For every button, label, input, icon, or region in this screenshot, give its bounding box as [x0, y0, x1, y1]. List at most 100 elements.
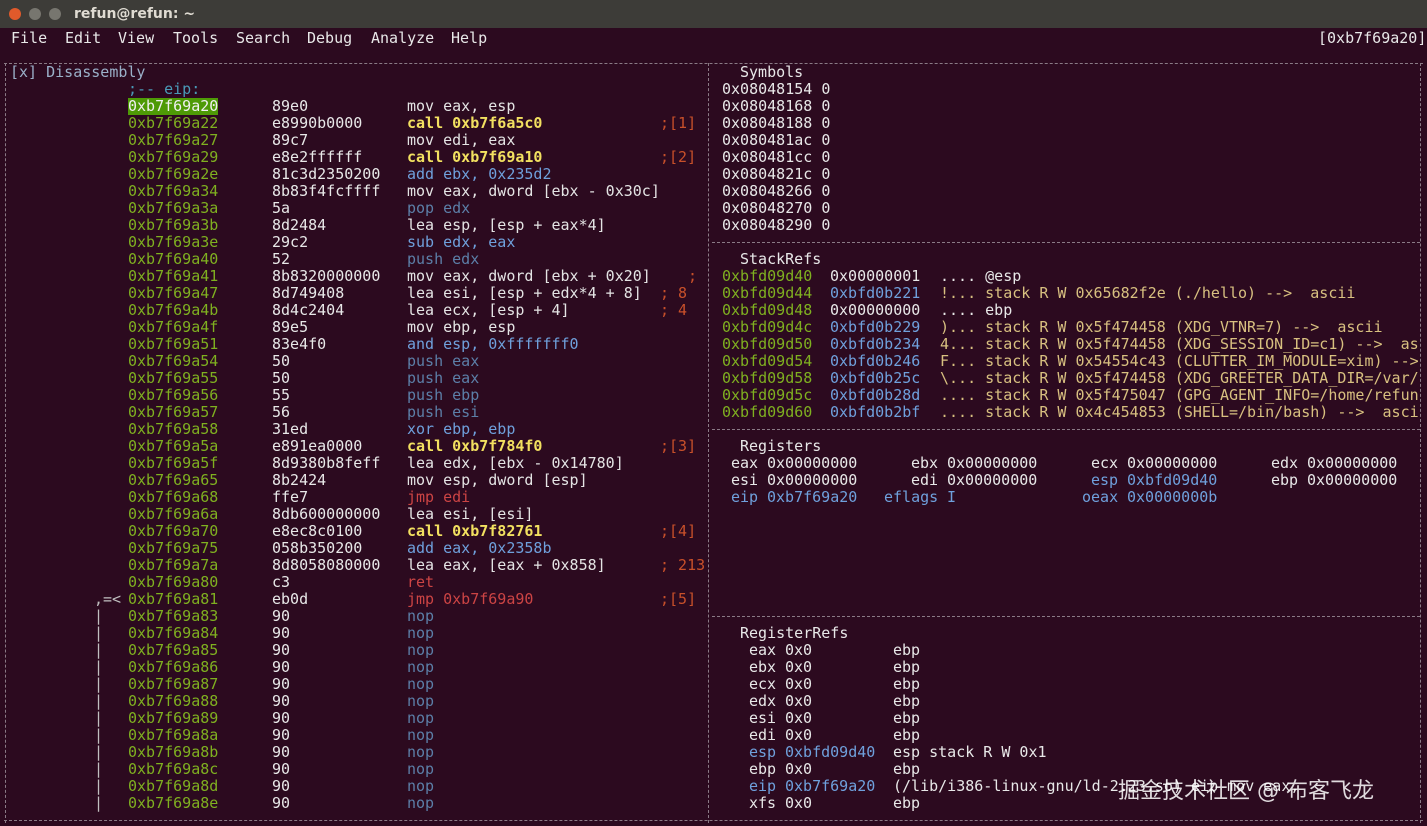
register-ref: ebp [893, 691, 921, 710]
register-value: 0x00000000 [1307, 453, 1398, 472]
instruction: call 0xb7f69a10 [407, 147, 543, 166]
stack-ref: !... stack R W 0x65682f2e (./hello) --> … [940, 283, 1356, 302]
register-name: edi [911, 470, 939, 489]
stack-value: 0xbfd0b246 [830, 351, 921, 370]
flow-arrow: | [94, 691, 104, 710]
address: 0xb7f69a8e [128, 793, 219, 812]
opcode-bytes: 90 [272, 623, 291, 642]
register-name: edx [1271, 453, 1299, 472]
flow-arrow: | [94, 742, 104, 761]
flow-arrow: | [94, 776, 104, 795]
flow-arrow: | [94, 793, 104, 812]
opcode-bytes: 8d2484 [272, 215, 327, 234]
menu-item[interactable]: Tools [173, 28, 219, 47]
stack-ref: 4... stack R W 0x5f474458 (XDG_SESSION_I… [940, 334, 1419, 353]
register-name: eip [749, 776, 777, 795]
register-ref: ebp [893, 640, 921, 659]
comment: ; 4 [660, 300, 688, 319]
opcode-bytes: 90 [272, 606, 291, 625]
instruction: ret [407, 572, 435, 591]
stack-ref: .... ebp [940, 300, 1013, 319]
menu-item[interactable]: Debug [307, 28, 353, 47]
instruction: add eax, 0x2358b [407, 538, 552, 557]
opcode-bytes: ffe7 [272, 487, 309, 506]
stack-value: 0x00000000 [830, 300, 921, 319]
opcode-bytes: 90 [272, 793, 291, 812]
address: 0xb7f69a55 [128, 368, 219, 387]
flow-arrow: ,=< [94, 589, 122, 608]
menu-item[interactable]: Analyze [371, 28, 435, 47]
register-value: 0x0 [785, 640, 813, 659]
instruction: mov eax, esp [407, 96, 516, 115]
instruction: mov eax, dword [ebx + 0x20] [407, 266, 651, 285]
opcode-bytes: 56 [272, 402, 291, 421]
opcode-bytes: 90 [272, 759, 291, 778]
instruction: nop [407, 742, 435, 761]
maximize-button[interactable] [49, 8, 61, 20]
register-name: eax [731, 453, 759, 472]
panel: RegisterRefs eax 0x0 ebp ebx 0x0 ebp ecx 0x0 ebp e… [712, 617, 1420, 820]
register-ref: ebp [893, 793, 921, 812]
stack-value: 0xbfd0b28d [830, 385, 921, 404]
stack-value: 0x00000001 [830, 266, 921, 285]
stack-value: 0xbfd0b234 [830, 334, 921, 353]
register-name: eflags [884, 487, 939, 506]
address: 0xb7f69a54 [128, 351, 219, 370]
address: 0xb7f69a29 [128, 147, 219, 166]
opcode-bytes: 8b2424 [272, 470, 327, 489]
address: 0xb7f69a56 [128, 385, 219, 404]
stack-address: 0xbfd09d60 [722, 402, 813, 421]
panel-title: [x] Disassembly [10, 63, 146, 81]
address: 0xb7f69a8b [128, 742, 219, 761]
instruction: lea esi, [esi] [407, 504, 534, 523]
opcode-bytes: 90 [272, 742, 291, 761]
opcode-bytes: 83e4f0 [272, 334, 327, 353]
address: 0xb7f69a8a [128, 725, 219, 744]
opcode-bytes: 90 [272, 776, 291, 795]
opcode-bytes: 50 [272, 368, 291, 387]
instruction: nop [407, 606, 435, 625]
register-name: esi [731, 470, 759, 489]
register-value: 0xbfd09d40 [785, 742, 876, 761]
stack-value: 0xbfd0b229 [830, 317, 921, 336]
register-value: 0x00000000 [947, 453, 1038, 472]
register-value: 0xb7f69a20 [767, 487, 858, 506]
address: 0xb7f69a3b [128, 215, 219, 234]
menu-item[interactable]: Search [236, 28, 291, 47]
opcode-bytes: e891ea0000 [272, 436, 363, 455]
opcode-bytes: e8ec8c0100 [272, 521, 363, 540]
flow-arrow: | [94, 640, 104, 659]
menu-item[interactable]: File [11, 28, 48, 47]
register-name: ecx [749, 674, 777, 693]
opcode-bytes: 8d9380b8feff [272, 453, 381, 472]
address: 0xb7f69a83 [128, 606, 219, 625]
register-value: 0x0 [785, 759, 813, 778]
minimize-button[interactable] [29, 8, 41, 20]
register-ref: esp stack R W 0x1 [893, 742, 1047, 761]
menu-item[interactable]: Edit [65, 28, 102, 47]
stack-ref: \... stack R W 0x5f474458 (XDG_GREETER_D… [940, 368, 1419, 387]
opcode-bytes: 8d8058080000 [272, 555, 381, 574]
menu-item[interactable]: View [118, 28, 155, 47]
register-value: 0x00000000 [767, 453, 858, 472]
close-button[interactable] [9, 8, 21, 20]
register-name: ebx [911, 453, 939, 472]
opcode-bytes: 8b8320000000 [272, 266, 381, 285]
instruction: nop [407, 623, 435, 642]
address: 0xb7f69a81 [128, 589, 219, 608]
comment: ;[3] [660, 436, 697, 455]
address: 0xb7f69a86 [128, 657, 219, 676]
instruction: mov edi, eax [407, 130, 516, 149]
watermark: 掘金技术社区 @ 布客飞龙 [1118, 778, 1374, 804]
menu-item[interactable]: Help [451, 28, 488, 47]
opcode-bytes: e8990b0000 [272, 113, 363, 132]
register-value: 0x00000000 [767, 470, 858, 489]
opcode-bytes: 50 [272, 351, 291, 370]
register-ref: ebp [893, 657, 921, 676]
opcode-bytes: 55 [272, 385, 291, 404]
comment: ;[2] [660, 147, 697, 166]
opcode-bytes: 81c3d2350200 [272, 164, 381, 183]
comment: ;[5] [660, 589, 697, 608]
address: 0xb7f69a85 [128, 640, 219, 659]
